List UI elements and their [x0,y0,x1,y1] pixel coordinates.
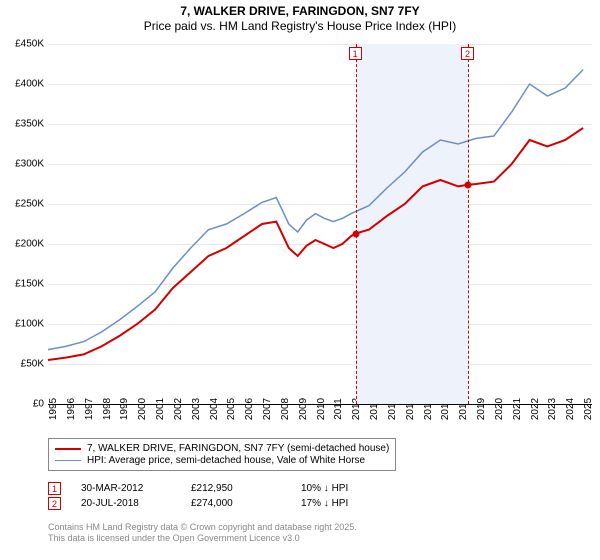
title-block: 7, WALKER DRIVE, FARINGDON, SN7 7FY Pric… [0,0,600,33]
y-tick-label: £450K [15,39,44,50]
footer-line1: Contains HM Land Registry data © Crown c… [48,522,357,533]
table-row: 1 30-MAR-2012 £212,950 10% ↓ HPI [48,482,391,495]
marker-dot [465,181,472,188]
series-price_paid [48,128,583,360]
footer-line2: This data is licensed under the Open Gov… [48,533,357,544]
y-tick-label: £300K [15,159,44,170]
tx-date: 30-MAR-2012 [81,483,171,494]
y-tick-label: £200K [15,239,44,250]
y-tick-label: £350K [15,119,44,130]
legend-swatch [55,448,81,450]
series-hpi [48,70,583,350]
tx-marker-box: 2 [48,497,61,510]
line-series [48,44,592,404]
tx-date: 20-JUL-2018 [81,498,171,509]
legend-label: HPI: Average price, semi-detached house,… [87,455,365,466]
tx-price: £274,000 [191,498,281,509]
legend-item: HPI: Average price, semi-detached house,… [55,455,389,466]
legend-label: 7, WALKER DRIVE, FARINGDON, SN7 7FY (sem… [87,443,389,454]
legend-swatch [55,460,81,462]
y-tick-label: £150K [15,279,44,290]
y-tick-label: £400K [15,79,44,90]
title-subtitle: Price paid vs. HM Land Registry's House … [0,19,600,33]
y-tick-label: £100K [15,319,44,330]
footer: Contains HM Land Registry data © Crown c… [48,522,357,545]
marker-dot [352,230,359,237]
table-row: 2 20-JUL-2018 £274,000 17% ↓ HPI [48,497,391,510]
chart-container: 7, WALKER DRIVE, FARINGDON, SN7 7FY Pric… [0,0,600,560]
tx-diff: 17% ↓ HPI [301,498,391,509]
tx-diff: 10% ↓ HPI [301,483,391,494]
tx-marker-box: 1 [48,482,61,495]
marker-box: 1 [349,47,362,60]
transaction-table: 1 30-MAR-2012 £212,950 10% ↓ HPI 2 20-JU… [48,480,391,512]
y-tick-label: £0 [33,399,44,410]
y-tick-label: £50K [21,359,44,370]
title-address: 7, WALKER DRIVE, FARINGDON, SN7 7FY [0,4,600,18]
marker-box: 2 [461,47,474,60]
y-tick-label: £250K [15,199,44,210]
chart-area: £0£50K£100K£150K£200K£250K£300K£350K£400… [48,44,592,404]
tx-price: £212,950 [191,483,281,494]
legend: 7, WALKER DRIVE, FARINGDON, SN7 7FY (sem… [48,438,396,471]
legend-item: 7, WALKER DRIVE, FARINGDON, SN7 7FY (sem… [55,443,389,454]
